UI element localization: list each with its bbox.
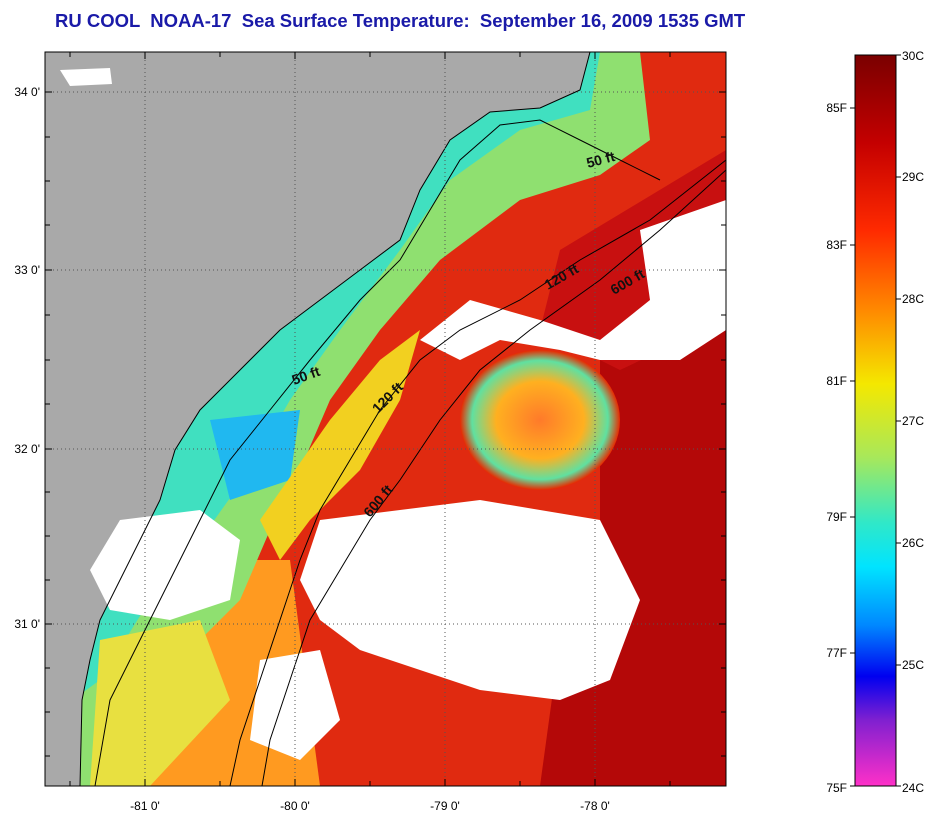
cloud-southwest — [90, 510, 240, 620]
colorbar-c-24: 24C — [902, 781, 924, 795]
frame-ticks — [45, 52, 726, 786]
isobath-50ft — [94, 119, 661, 786]
colorbar-c-27: 27C — [902, 414, 924, 428]
graticule — [45, 52, 726, 786]
mid-shelf-yellow — [260, 330, 420, 560]
land-mass — [45, 52, 590, 786]
colorbar-f-83: 83F — [826, 238, 847, 252]
colorbar-gradient — [854, 54, 897, 787]
lat-label-32: 32 0' — [14, 442, 40, 456]
colorbar-c-28: 28C — [902, 292, 924, 306]
cloud-south — [300, 500, 640, 700]
lon-label-79: -79 0' — [430, 799, 460, 813]
isobath-600ft — [261, 169, 726, 786]
map-title: RU COOL NOAA-17 Sea Surface Temperature:… — [55, 10, 746, 31]
blue-patch — [210, 410, 300, 500]
colorbar-f-79: 79F — [826, 510, 847, 524]
colorbar-c-26: 26C — [902, 536, 924, 550]
colorbar-f-81: 81F — [826, 374, 847, 388]
depth-label-50ft-north: 50 ft — [585, 148, 617, 171]
colorbar-f-77: 77F — [826, 646, 847, 660]
cloud-center — [420, 290, 726, 360]
isobath-120ft — [229, 159, 726, 786]
southern-yellow — [90, 620, 230, 786]
colorbar-c-30: 30C — [902, 49, 924, 63]
map-frame — [44, 51, 727, 787]
warm-eddy — [460, 350, 620, 490]
cloud-east — [640, 200, 726, 340]
colorbar-c-29: 29C — [902, 170, 924, 184]
colorbar-c-25: 25C — [902, 658, 924, 672]
lat-label-34: 34 0' — [14, 85, 40, 99]
lat-label-33: 33 0' — [14, 263, 40, 277]
cloud-north — [60, 68, 112, 86]
sst-map: 50 ft 120 ft 600 ft 50 ft 120 ft 600 ft — [45, 52, 726, 786]
lat-label-31: 31 0' — [14, 617, 40, 631]
colorbar: 30C 29C 28C 27C 26C 25C 24C 85F 83F 81F … — [826, 49, 924, 795]
lon-label-78: -78 0' — [580, 799, 610, 813]
colorbar-f-85: 85F — [826, 101, 847, 115]
lon-label-81: -81 0' — [130, 799, 160, 813]
lon-label-80: -80 0' — [280, 799, 310, 813]
coastline — [79, 52, 591, 786]
colorbar-f-75: 75F — [826, 781, 847, 795]
